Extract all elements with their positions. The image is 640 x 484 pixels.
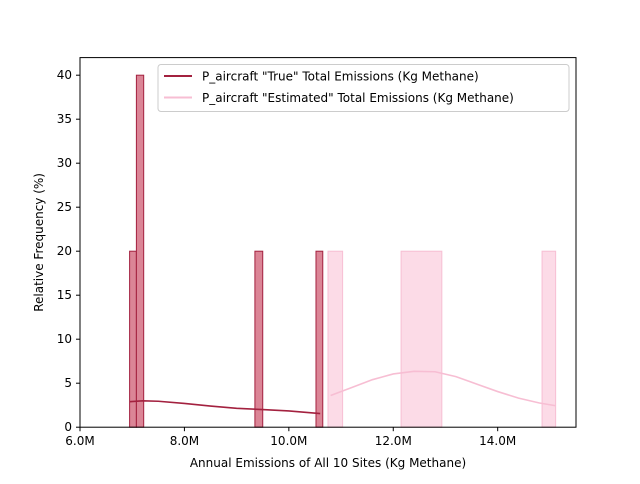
y-tick-label-5: 25: [57, 200, 72, 214]
y-tick-label-6: 30: [57, 156, 72, 170]
legend-label-estimated: P_aircraft "Estimated" Total Emissions (…: [202, 91, 514, 105]
y-tick-label-8: 40: [57, 68, 72, 82]
legend: P_aircraft "True" Total Emissions (Kg Me…: [158, 65, 569, 112]
y-tick-label-0: 0: [64, 420, 72, 434]
y-tick-label-2: 10: [57, 332, 72, 346]
bar-estimated-2: [542, 251, 556, 427]
y-tick-label-7: 35: [57, 112, 72, 126]
y-tick-label-3: 15: [57, 288, 72, 302]
y-tick-label-1: 5: [64, 376, 72, 390]
legend-label-true: P_aircraft "True" Total Emissions (Kg Me…: [202, 70, 479, 84]
bar-true-2: [255, 251, 263, 427]
x-tick-label-3: 12.0M: [375, 434, 412, 448]
x-tick-label-4: 14.0M: [479, 434, 516, 448]
x-tick-label-2: 10.0M: [270, 434, 307, 448]
x-tick-label-1: 8.0M: [170, 434, 199, 448]
bar-estimated-0: [328, 251, 343, 427]
y-axis-label: Relative Frequency (%): [32, 173, 46, 312]
x-axis-label: Annual Emissions of All 10 Sites (Kg Met…: [190, 456, 466, 470]
y-tick-label-4: 20: [57, 244, 72, 258]
bar-estimated-1: [401, 251, 442, 427]
x-tick-label-0: 6.0M: [65, 434, 94, 448]
bar-true-3: [316, 251, 323, 427]
bar-true-1: [136, 75, 143, 427]
